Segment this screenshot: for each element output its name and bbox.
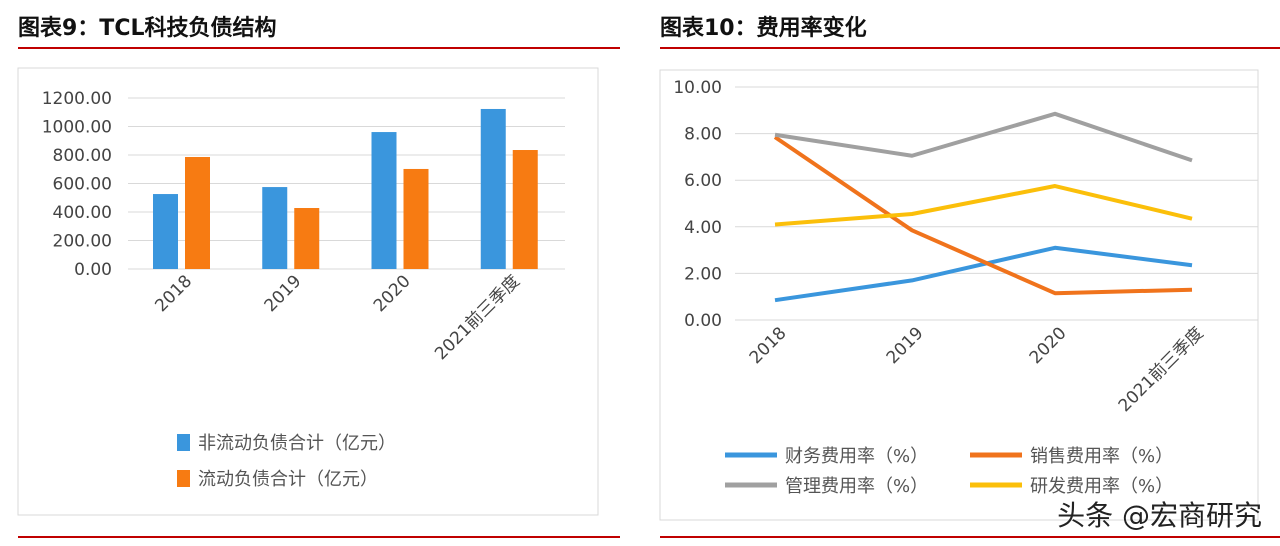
legend-label: 销售费用率（%） xyxy=(1030,446,1173,467)
y-tick-label: 6.00 xyxy=(684,171,722,191)
y-tick-label: 8.00 xyxy=(684,125,722,145)
series-line xyxy=(774,111,1193,163)
bar xyxy=(185,156,210,269)
title-divider-right xyxy=(660,47,1280,49)
series-line xyxy=(773,135,1193,296)
x-tick-label: 2019 xyxy=(883,323,928,368)
series-line xyxy=(774,245,1193,303)
y-tick-label: 600.00 xyxy=(53,175,112,195)
line-chart-frame xyxy=(659,69,1259,521)
x-tick-label: 2021前三季度 xyxy=(1115,323,1208,416)
x-tick-label: 2020 xyxy=(1026,323,1071,368)
watermark: 头条 @宏商研究 xyxy=(1057,499,1262,532)
bottom-divider-right xyxy=(660,536,1280,538)
bar xyxy=(480,108,506,269)
legend-label: 研发费用率（%） xyxy=(1030,476,1173,497)
legend-swatch xyxy=(177,434,190,451)
legend-label: 非流动负债合计（亿元） xyxy=(198,433,396,454)
legend-label: 财务费用率（%） xyxy=(785,446,928,467)
x-tick-label: 2019 xyxy=(261,271,306,316)
y-tick-label: 800.00 xyxy=(53,146,112,166)
y-tick-label: 400.00 xyxy=(53,203,112,223)
y-tick-label: 200.00 xyxy=(53,232,112,252)
bar xyxy=(262,187,288,269)
y-tick-label: 1200.00 xyxy=(42,89,112,109)
bottom-divider-left xyxy=(18,536,620,538)
y-tick-label: 2.00 xyxy=(684,264,722,284)
series-line xyxy=(774,184,1193,227)
legend-swatch xyxy=(177,470,190,487)
bar xyxy=(153,194,178,269)
x-tick-label: 2021前三季度 xyxy=(431,271,524,364)
bar xyxy=(403,168,429,269)
y-tick-label: 0.00 xyxy=(684,311,722,331)
y-tick-label: 4.00 xyxy=(684,218,722,238)
right-chart-title: 图表10：费用率变化 xyxy=(660,16,867,41)
x-tick-label: 2018 xyxy=(151,271,196,316)
y-tick-label: 0.00 xyxy=(74,260,112,280)
bar-chart-frame xyxy=(17,67,599,516)
bar xyxy=(512,150,538,269)
left-chart-title: 图表9：TCL科技负债结构 xyxy=(18,16,277,41)
legend-label: 流动负债合计（亿元） xyxy=(198,469,378,490)
y-tick-label: 10.00 xyxy=(673,78,722,98)
title-divider-left xyxy=(18,47,620,49)
x-tick-label: 2018 xyxy=(746,323,791,368)
legend-label: 管理费用率（%） xyxy=(785,476,928,497)
x-tick-label: 2020 xyxy=(370,271,415,316)
bar xyxy=(371,132,397,269)
bar xyxy=(294,208,320,269)
y-tick-label: 1000.00 xyxy=(42,118,112,138)
